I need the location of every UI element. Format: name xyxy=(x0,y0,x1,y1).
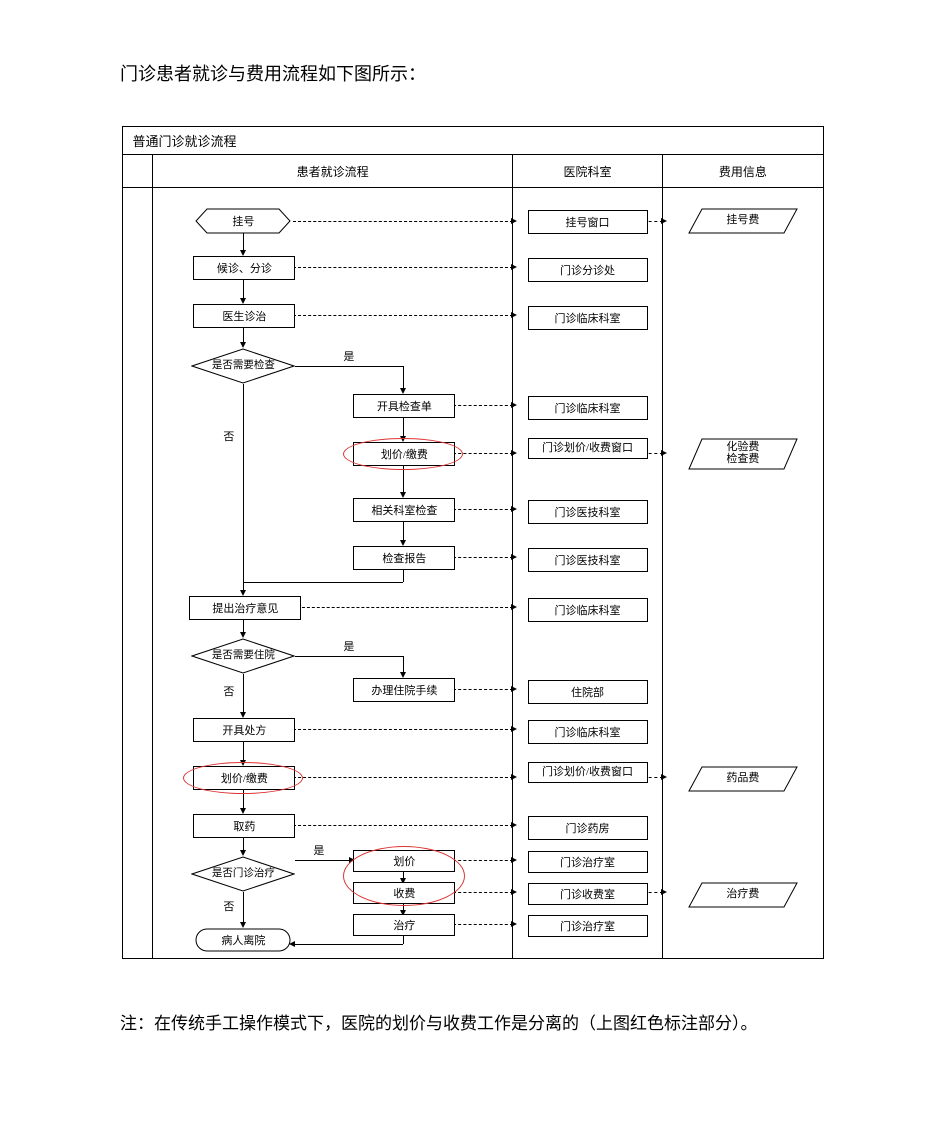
dept-clinical-4: 门诊临床科室 xyxy=(528,720,648,744)
dept-triage: 门诊分诊处 xyxy=(528,258,648,282)
node-exam-do: 相关科室检查 xyxy=(353,498,455,522)
dept-pharmacy: 门诊药房 xyxy=(528,816,648,840)
yes-label-3: 是 xyxy=(313,842,324,858)
dept-clinical-2: 门诊临床科室 xyxy=(528,396,648,420)
dept-cashier-2: 门诊划价/收费窗口 xyxy=(528,762,648,783)
lane-dept-header: 医院科室 xyxy=(513,155,663,187)
yes-label-1: 是 xyxy=(343,348,354,364)
node-rx: 开具处方 xyxy=(193,718,295,742)
no-label-1: 否 xyxy=(223,428,234,444)
lane-gutter xyxy=(123,155,154,187)
node-pay1: 划价/缴费 xyxy=(353,442,455,466)
dept-clinical-3: 门诊临床科室 xyxy=(528,598,648,622)
node-advice: 提出治疗意见 xyxy=(189,596,301,620)
no-label-2: 否 xyxy=(223,683,234,699)
no-label-3: 否 xyxy=(223,898,234,914)
intro-text: 门诊患者就诊与费用流程如下图所示： xyxy=(120,60,825,86)
node-exam-report: 检查报告 xyxy=(353,546,455,570)
node-price: 划价 xyxy=(353,850,455,872)
decision-admit: 是否需要住院 xyxy=(191,638,295,674)
node-admit: 办理住院手续 xyxy=(353,678,455,702)
dept-inpatient: 住院部 xyxy=(528,680,648,704)
dept-treatroom-2: 门诊治疗室 xyxy=(528,915,648,937)
dept-treatroom-1: 门诊治疗室 xyxy=(528,851,648,873)
decision-treat: 是否门诊治疗 xyxy=(191,856,295,892)
node-consult: 医生诊治 xyxy=(193,304,295,328)
fee-exam: 化验费检查费 xyxy=(688,438,798,470)
node-treat: 治疗 xyxy=(353,914,455,936)
dept-register: 挂号窗口 xyxy=(528,210,648,234)
node-exam-order: 开具检查单 xyxy=(353,394,455,418)
fee-drug: 药品费 xyxy=(688,766,798,792)
node-pay2: 划价/缴费 xyxy=(193,766,295,790)
node-charge: 收费 xyxy=(353,882,455,904)
node-start: 挂号 xyxy=(195,208,291,234)
dept-medtech-2: 门诊医技科室 xyxy=(528,548,648,572)
dept-cashier-1: 门诊划价/收费窗口 xyxy=(528,438,648,459)
dept-cashroom: 门诊收费室 xyxy=(528,883,648,905)
decision-exam: 是否需要检查 xyxy=(191,348,295,384)
frame-title: 普通门诊就诊流程 xyxy=(123,127,823,155)
fee-treat: 治疗费 xyxy=(688,882,798,908)
footnote-text: 注：在传统手工操作模式下，医院的划价与收费工作是分离的（上图红色标注部分）。 xyxy=(120,1009,825,1034)
fee-register: 挂号费 xyxy=(688,208,798,234)
flowchart-body: 是 否 xyxy=(123,188,823,958)
dept-clinical-1: 门诊临床科室 xyxy=(528,306,648,330)
yes-label-2: 是 xyxy=(343,638,354,654)
lane-headers: 患者就诊流程 医院科室 费用信息 xyxy=(123,155,823,188)
node-wait: 候诊、分诊 xyxy=(193,256,295,280)
dept-medtech-1: 门诊医技科室 xyxy=(528,500,648,524)
flowchart-frame: 普通门诊就诊流程 患者就诊流程 医院科室 费用信息 xyxy=(122,126,824,959)
lane-flow-header: 患者就诊流程 xyxy=(153,155,512,187)
node-end: 病人离院 xyxy=(195,928,291,952)
node-getmed: 取药 xyxy=(193,814,295,838)
lane-fee-header: 费用信息 xyxy=(663,155,822,187)
